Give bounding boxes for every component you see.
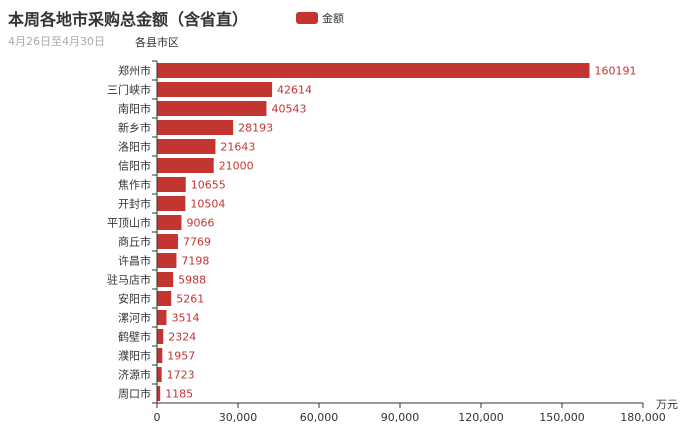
bar[interactable] xyxy=(157,120,234,135)
y-tick-label: 许昌市 xyxy=(118,254,151,268)
y-tick-label: 平顶山市 xyxy=(107,216,151,230)
bar[interactable] xyxy=(157,348,163,363)
y-tick-label: 濮阳市 xyxy=(118,349,151,363)
bar[interactable] xyxy=(157,177,186,192)
data-label: 3514 xyxy=(171,312,199,325)
bar[interactable] xyxy=(157,101,267,116)
legend-swatch xyxy=(296,12,318,24)
bar[interactable] xyxy=(157,139,216,154)
data-label: 21000 xyxy=(219,160,254,173)
data-label: 1185 xyxy=(165,388,193,401)
y-tick-label: 南阳市 xyxy=(118,102,151,116)
chart-subtitle: 4月26日至4月30日 xyxy=(8,35,105,48)
data-label: 10655 xyxy=(191,179,226,192)
bar[interactable] xyxy=(157,82,273,97)
bar[interactable] xyxy=(157,367,162,382)
y-tick-label: 新乡市 xyxy=(118,121,151,135)
y-tick-label: 商丘市 xyxy=(118,235,151,249)
bar[interactable] xyxy=(157,272,174,287)
x-tick-label: 120,000 xyxy=(458,411,504,424)
bar[interactable] xyxy=(157,234,178,249)
data-label: 160191 xyxy=(595,65,637,78)
data-label: 1723 xyxy=(167,369,195,382)
bar[interactable] xyxy=(157,196,186,211)
bar[interactable] xyxy=(157,386,161,401)
y-tick-label: 驻马店市 xyxy=(107,273,151,287)
y-tick-label: 鹤壁市 xyxy=(118,330,151,344)
y-tick-label: 周口市 xyxy=(118,387,151,401)
legend-item[interactable]: 金额 xyxy=(296,10,344,26)
bar[interactable] xyxy=(157,158,214,173)
x-tick-label: 180,000 xyxy=(620,411,666,424)
y-tick-label: 漯河市 xyxy=(118,311,151,325)
data-label: 9066 xyxy=(186,217,214,230)
bar[interactable] xyxy=(157,215,182,230)
x-axis-title: 万元 xyxy=(656,398,678,411)
y-tick-label: 开封市 xyxy=(118,197,151,211)
data-label: 1957 xyxy=(167,350,195,363)
x-tick-label: 0 xyxy=(154,411,161,424)
y-tick-label: 济源市 xyxy=(118,368,151,382)
bar[interactable] xyxy=(157,310,167,325)
data-label: 21643 xyxy=(220,141,255,154)
chart-title: 本周各地市采购总金额（含省直） xyxy=(8,10,249,29)
bar[interactable] xyxy=(157,253,177,268)
legend-label: 金额 xyxy=(322,12,344,25)
x-tick-label: 150,000 xyxy=(539,411,585,424)
x-tick-label: 60,000 xyxy=(300,411,339,424)
data-label: 7198 xyxy=(181,255,209,268)
data-label: 5988 xyxy=(178,274,206,287)
data-label: 7769 xyxy=(183,236,211,249)
data-label: 42614 xyxy=(277,84,312,97)
y-tick-label: 三门峡市 xyxy=(107,83,151,97)
x-tick-label: 90,000 xyxy=(381,411,420,424)
y-tick-label: 焦作市 xyxy=(118,178,151,192)
y-tick-label: 信阳市 xyxy=(118,159,151,173)
y-tick-label: 洛阳市 xyxy=(118,140,151,154)
data-label: 40543 xyxy=(271,103,306,116)
bar[interactable] xyxy=(157,329,164,344)
y-tick-label: 安阳市 xyxy=(118,292,151,306)
data-label: 2324 xyxy=(168,331,196,344)
bar[interactable] xyxy=(157,291,172,306)
data-label: 5261 xyxy=(176,293,204,306)
y-tick-label: 郑州市 xyxy=(118,64,151,78)
y-axis-title: 各县市区 xyxy=(135,35,179,49)
x-tick-label: 30,000 xyxy=(219,411,258,424)
data-label: 10504 xyxy=(190,198,225,211)
bar[interactable] xyxy=(157,63,590,78)
data-label: 28193 xyxy=(238,122,273,135)
